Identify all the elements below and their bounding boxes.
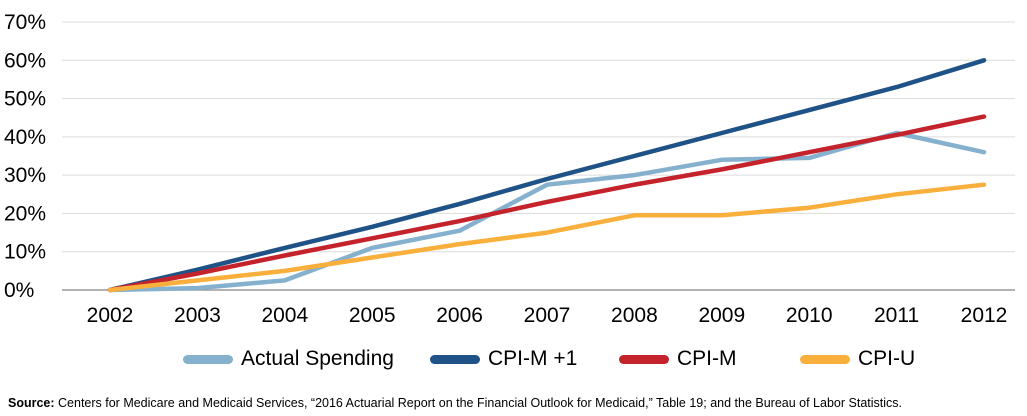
legend-label: CPI-M +1 xyxy=(488,347,578,370)
x-tick-label: 2003 xyxy=(174,304,221,327)
series-line-cpi-m-1 xyxy=(107,58,987,293)
series-lines xyxy=(107,58,987,293)
x-axis-ticks: 2002 2003 2004 2005 2006 2007 2008 2009 2010 2011… xyxy=(87,304,1008,327)
legend-label: CPI-M xyxy=(677,347,737,370)
x-tick-label: 2002 xyxy=(87,304,134,327)
x-tick-label: 2005 xyxy=(349,304,396,327)
legend-label: CPI-U xyxy=(858,347,916,370)
legend-swatch xyxy=(800,354,850,364)
y-tick-label: 50% xyxy=(4,88,46,111)
x-tick-label: 2004 xyxy=(261,304,308,327)
y-tick-label: 40% xyxy=(4,126,46,149)
y-tick-label: 60% xyxy=(4,49,46,72)
legend-item-cpi-m: CPI-M xyxy=(619,344,737,374)
legend-item-cpi-u: CPI-U xyxy=(800,344,915,374)
legend: Actual Spending CPI-M +1 CPI-M CPI-U xyxy=(0,344,1027,374)
x-tick-label: 2007 xyxy=(524,304,571,327)
legend-label: Actual Spending xyxy=(241,347,394,370)
source-note: Source: Centers for Medicare and Medicai… xyxy=(8,396,902,410)
y-tick-label: 20% xyxy=(4,202,46,225)
gridlines xyxy=(62,21,1015,291)
x-tick-label: 2012 xyxy=(961,304,1008,327)
series-line-cpi-u xyxy=(107,182,987,293)
legend-item-cpi-m-plus-1: CPI-M +1 xyxy=(430,344,577,374)
x-tick-label: 2009 xyxy=(698,304,745,327)
x-tick-label: 2011 xyxy=(874,304,919,327)
y-tick-label: 70% xyxy=(4,11,46,34)
series-line-actual-spending xyxy=(107,130,987,293)
series-line-cpi-m xyxy=(107,114,987,293)
y-tick-label: 10% xyxy=(4,241,46,264)
x-tick-label: 2006 xyxy=(436,304,483,327)
y-axis-ticks: 0% 10% 20% 30% 40% 50% 60% 70% xyxy=(4,11,46,302)
source-label: Source: xyxy=(8,396,55,410)
legend-swatch xyxy=(619,354,669,364)
legend-swatch xyxy=(183,354,233,364)
y-tick-label: 30% xyxy=(4,164,46,187)
x-tick-label: 2010 xyxy=(786,304,833,327)
legend-swatch xyxy=(430,354,480,364)
x-tick-label: 2008 xyxy=(611,304,658,327)
y-tick-label: 0% xyxy=(4,279,34,302)
legend-item-actual-spending: Actual Spending xyxy=(183,344,394,374)
source-text: Centers for Medicare and Medicaid Servic… xyxy=(54,396,902,410)
